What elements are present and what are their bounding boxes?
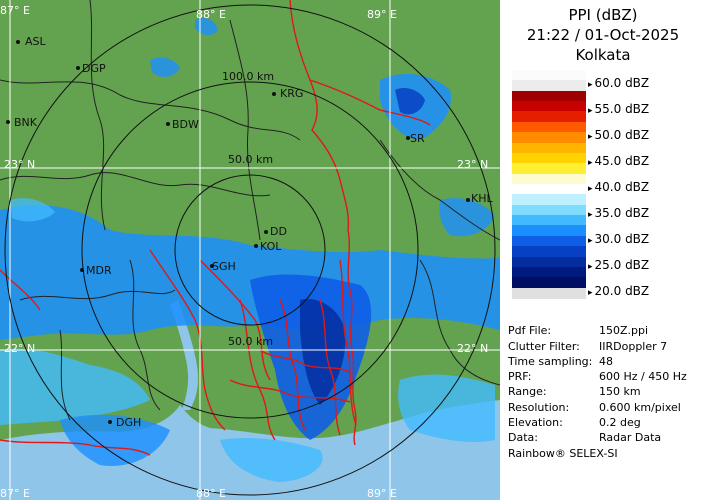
- color-scale-cell: [512, 152, 586, 164]
- scale-label-20: 20.0 dBZ: [588, 284, 650, 298]
- color-scale-cell: [512, 173, 586, 185]
- place-label-kol: KOL: [260, 240, 282, 253]
- color-scale-cell: [512, 204, 586, 216]
- place-label-bnk: BNK: [14, 116, 38, 129]
- radar-map: 87° E 88° E 89° E 87° E 88° E 89° E 23° …: [0, 0, 500, 500]
- color-scale-cell: [512, 121, 586, 133]
- range-rings: [4, 4, 496, 496]
- scale-label-50: 50.0 dBZ: [588, 128, 650, 142]
- scale-label-55: 55.0 dBZ: [588, 102, 650, 116]
- color-scale-cell: [512, 215, 586, 227]
- scale-label-25: 25.0 dBZ: [588, 258, 650, 272]
- info-row-prf: PRF: 600 Hz / 450 Hz: [508, 370, 687, 383]
- info-row-range: Range: 150 km: [508, 385, 641, 398]
- color-scale-cell: [512, 225, 586, 237]
- lon-label-87: 87° E: [0, 4, 30, 17]
- color-scale-cell: [512, 184, 586, 195]
- lat-label-22-left: 22° N: [4, 342, 35, 355]
- info-row-elevation: Elevation: 0.2 deg: [508, 416, 641, 429]
- color-scale-cell: [512, 111, 586, 123]
- color-scale-cell: [512, 163, 586, 175]
- place-label-sr: SR: [410, 132, 425, 145]
- place-label-dgp: DGP: [82, 62, 106, 75]
- color-scale-cell: [512, 101, 586, 113]
- color-scale-cell: [512, 246, 586, 258]
- info-row-pdf-file: Pdf File: 150Z.ppi: [508, 324, 649, 337]
- place-markers: [6, 40, 470, 424]
- color-scale-cell: [512, 80, 586, 92]
- color-scale-cell: [512, 90, 586, 102]
- place-label-bdw: BDW: [172, 118, 199, 131]
- place-label-dd: DD: [270, 225, 287, 238]
- state-boundaries: [0, 0, 431, 456]
- color-scale-cell: [512, 194, 586, 206]
- info-row-data: Data: Radar Data: [508, 431, 662, 444]
- lon-label-89: 89° E: [367, 8, 397, 21]
- color-scale-cell: [512, 266, 586, 278]
- color-scale-cell: [512, 142, 586, 154]
- scale-label-35: 35.0 dBZ: [588, 206, 650, 220]
- info-row-resolution: Resolution: 0.600 km/pixel: [508, 401, 681, 414]
- place-label-sgh: SGH: [212, 260, 236, 273]
- footer-credit: Rainbow® SELEX-SI: [508, 447, 618, 460]
- place-label-mdr: MDR: [86, 264, 112, 277]
- color-scale-cell: [512, 287, 586, 299]
- radar-echoes: [0, 18, 500, 482]
- place-label-khl: KHL: [471, 192, 493, 205]
- product-title: PPI (dBZ): [568, 6, 638, 24]
- place-label-asl: ASL: [25, 35, 47, 48]
- graticule: [0, 0, 500, 500]
- scale-label-45: 45.0 dBZ: [588, 154, 650, 168]
- place-label-krg: KRG: [280, 87, 303, 100]
- lon-label-88-bottom: 88° E: [196, 487, 226, 500]
- range-label-50km-south: 50.0 km: [228, 335, 273, 348]
- lat-label-23-right: 23° N: [457, 158, 488, 171]
- scale-label-60: 60.0 dBZ: [588, 76, 650, 90]
- lon-label-88: 88° E: [196, 8, 226, 21]
- scale-label-30: 30.0 dBZ: [588, 232, 650, 246]
- product-station: Kolkata: [575, 46, 631, 64]
- color-scale-cell: [512, 256, 586, 268]
- info-row-time-sampling: Time sampling: 48: [508, 355, 613, 368]
- info-row-clutter-filter: Clutter Filter: IIRDoppler 7: [508, 340, 668, 353]
- product-datetime: 21:22 / 01-Oct-2025: [526, 26, 680, 44]
- lat-label-23-left: 23° N: [4, 158, 35, 171]
- scale-label-40: 40.0 dBZ: [588, 180, 650, 194]
- place-label-dgh: DGH: [116, 416, 141, 429]
- color-scale-cell: [512, 132, 586, 144]
- color-scale-cell: [512, 70, 586, 81]
- color-scale-cell: [512, 277, 586, 289]
- info-panel: PPI (dBZ) 21:22 / 01-Oct-2025 Kolkata 60…: [500, 0, 706, 500]
- range-label-50km-north: 50.0 km: [228, 153, 273, 166]
- lat-label-22-right: 22° N: [457, 342, 488, 355]
- river-estuary: [170, 300, 198, 410]
- lon-label-89-bottom: 89° E: [367, 487, 397, 500]
- range-label-100km: 100.0 km: [222, 70, 274, 83]
- lon-label-87-bottom: 87° E: [0, 487, 30, 500]
- color-scale-cell: [512, 235, 586, 247]
